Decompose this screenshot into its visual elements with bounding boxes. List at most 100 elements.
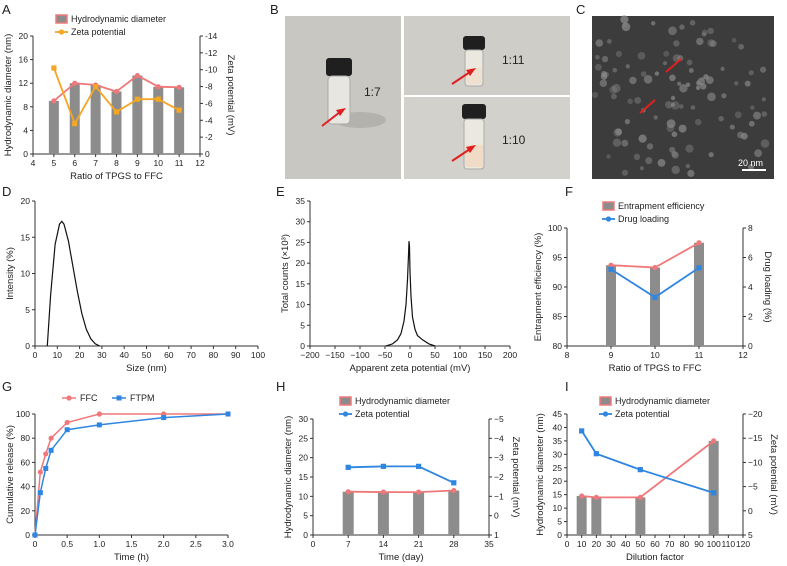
arrow-icon <box>321 111 341 127</box>
tem-particle <box>671 151 679 159</box>
vial-cap-icon <box>326 58 352 76</box>
x-tick-label: 110 <box>722 539 736 549</box>
y-tick-label: 40 <box>553 422 563 432</box>
x-tick-label: −150 <box>325 350 344 360</box>
x-tick-label: 50 <box>430 350 440 360</box>
tem-particle <box>615 128 623 136</box>
y-tick-label: 10 <box>296 300 306 310</box>
x-tick-label: 70 <box>186 350 196 360</box>
legend-label: FTPM <box>130 393 155 403</box>
y2-tick-label: -4 <box>205 115 213 125</box>
scale-bar-label: 20 nm <box>738 158 763 168</box>
y2-tick-label: -10 <box>205 65 218 75</box>
tem-particle <box>633 153 641 161</box>
x-tick-label: 7 <box>93 158 98 168</box>
arrow-icon <box>451 148 471 162</box>
y-tick-label: 0 <box>300 341 305 351</box>
tem-particle <box>720 66 725 71</box>
legend-swatch-bar <box>599 396 612 406</box>
data-point-primary <box>345 489 351 495</box>
x-tick-label: −200 <box>300 350 319 360</box>
tem-particle <box>595 39 604 47</box>
tem-particle <box>609 85 618 94</box>
legend-swatch-bar <box>55 14 68 24</box>
tem-particle <box>594 63 602 71</box>
y-tick-label: 10 <box>553 503 563 513</box>
y2-tick-label: −5 <box>748 482 758 492</box>
data-point-primary <box>451 487 457 494</box>
x-tick-label: 3.0 <box>222 539 234 549</box>
tem-particle <box>734 81 739 86</box>
series-line-primary <box>610 242 700 269</box>
data-point <box>43 465 49 471</box>
x-tick-label: 40 <box>621 539 631 549</box>
tem-particle <box>610 93 617 100</box>
y-tick-label: 5 <box>557 517 562 527</box>
x-tick-label: 8 <box>114 158 119 168</box>
y2-axis-label: Drug loading (%) <box>762 251 773 322</box>
tem-particle <box>607 39 612 44</box>
data-point <box>37 490 43 496</box>
data-point-primary <box>134 72 140 79</box>
legend-swatch-bar <box>602 201 615 211</box>
y-tick-label: 25 <box>553 463 563 473</box>
tem-particle <box>750 105 755 110</box>
legend-label: Zeta potential <box>615 409 670 419</box>
x-tick-label: 6 <box>72 158 77 168</box>
tem-particle <box>754 149 762 158</box>
tem-particle <box>666 119 676 128</box>
x-tick-label: 11 <box>695 350 704 360</box>
bar <box>591 497 602 535</box>
y2-tick-label: 1 <box>494 530 499 540</box>
bar <box>708 440 719 535</box>
bar <box>342 491 354 535</box>
tem-particle <box>640 71 647 77</box>
tem-particle <box>611 83 621 93</box>
y2-tick-label: 0 <box>748 341 753 351</box>
panel-label-f: F <box>565 184 573 199</box>
tem-particle <box>679 24 685 30</box>
tem-particle <box>627 98 633 105</box>
x-tick-label: 35 <box>484 539 494 549</box>
tem-particle <box>668 26 677 36</box>
tem-particle <box>708 152 714 158</box>
data-point-primary <box>72 80 78 86</box>
vial-ratio-label: 1:11 <box>502 53 525 67</box>
data-point-primary <box>380 489 386 495</box>
tem-particle <box>685 144 694 153</box>
data-point-primary <box>176 84 182 90</box>
y-tick-label: 80 <box>553 341 563 351</box>
y-tick-label: 40 <box>21 482 31 492</box>
legend-label: Zeta potential <box>71 27 126 37</box>
tem-particle <box>612 138 622 147</box>
data-point-secondary <box>711 490 717 496</box>
tem-particle <box>700 83 707 90</box>
data-point-primary <box>711 438 717 444</box>
bar <box>606 265 616 346</box>
x-tick-label: 1.5 <box>126 539 138 549</box>
data-point-secondary <box>51 65 57 71</box>
tem-particle <box>707 92 716 102</box>
arrow-icon <box>665 58 682 73</box>
x-tick-label: 10 <box>650 350 660 360</box>
y2-tick-label: -2 <box>205 132 213 142</box>
y-tick-label: 80 <box>21 433 31 443</box>
tem-particle <box>701 32 707 37</box>
data-point-secondary <box>593 451 599 457</box>
y-tick-label: 85 <box>553 312 563 322</box>
tem-particle <box>753 111 761 120</box>
x-axis-label: Time (h) <box>114 552 149 563</box>
x-tick-label: 10 <box>154 158 164 168</box>
x-tick-label: 21 <box>414 539 424 549</box>
y-tick-label: 10 <box>21 269 31 279</box>
charts-layer: 4 5 6 7 8 9 10 11 120481216200-2-4-6-8-10-12-14R… <box>3 14 779 563</box>
y-tick-label: 90 <box>553 282 563 292</box>
tem-particle <box>645 157 653 165</box>
data-point <box>32 532 38 538</box>
series-line-ffc <box>34 413 228 536</box>
y-tick-label: 95 <box>553 253 563 263</box>
x-tick-label: −50 <box>378 350 393 360</box>
tem-particle <box>621 169 629 176</box>
y2-tick-label: -6 <box>205 98 213 108</box>
